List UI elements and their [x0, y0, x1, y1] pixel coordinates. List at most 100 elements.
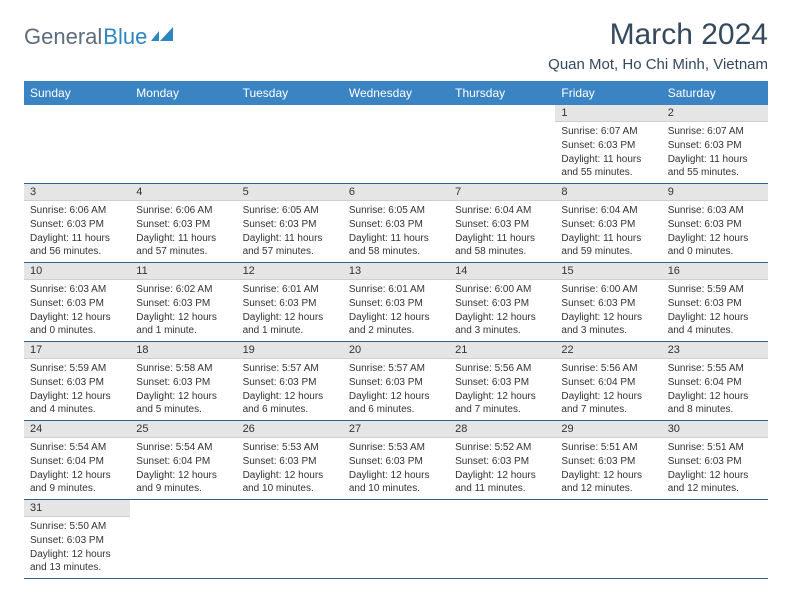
sunrise: Sunrise: 6:07 AM	[561, 125, 655, 138]
day-number: 28	[449, 421, 555, 438]
sunrise: Sunrise: 6:00 AM	[561, 283, 655, 296]
sunrise: Sunrise: 5:51 AM	[561, 441, 655, 454]
brand-general: General	[24, 24, 102, 50]
sunset: Sunset: 6:03 PM	[30, 297, 124, 310]
calendar-cell: 20Sunrise: 5:57 AMSunset: 6:03 PMDayligh…	[343, 342, 449, 421]
sunset: Sunset: 6:03 PM	[136, 376, 230, 389]
day-number: 19	[237, 342, 343, 359]
day-details: Sunrise: 5:57 AMSunset: 6:03 PMDaylight:…	[237, 359, 343, 420]
calendar-cell: 3Sunrise: 6:06 AMSunset: 6:03 PMDaylight…	[24, 184, 130, 263]
sunrise: Sunrise: 6:05 AM	[243, 204, 337, 217]
sunrise: Sunrise: 5:57 AM	[243, 362, 337, 375]
sunrise: Sunrise: 5:59 AM	[30, 362, 124, 375]
title-block: March 2024 Quan Mot, Ho Chi Minh, Vietna…	[548, 18, 768, 73]
day-number: 29	[555, 421, 661, 438]
weekday-header: Sunday	[24, 81, 130, 105]
sunset: Sunset: 6:04 PM	[668, 376, 762, 389]
day-number: 14	[449, 263, 555, 280]
calendar-cell: 18Sunrise: 5:58 AMSunset: 6:03 PMDayligh…	[130, 342, 236, 421]
weekday-header: Wednesday	[343, 81, 449, 105]
calendar-cell	[237, 105, 343, 184]
sunrise: Sunrise: 5:53 AM	[243, 441, 337, 454]
calendar-week: 24Sunrise: 5:54 AMSunset: 6:04 PMDayligh…	[24, 421, 768, 500]
daylight: Daylight: 12 hours and 3 minutes.	[561, 311, 655, 337]
sunset: Sunset: 6:03 PM	[561, 218, 655, 231]
calendar-cell	[343, 105, 449, 184]
day-number: 10	[24, 263, 130, 280]
calendar-cell: 5Sunrise: 6:05 AMSunset: 6:03 PMDaylight…	[237, 184, 343, 263]
day-details: Sunrise: 5:59 AMSunset: 6:03 PMDaylight:…	[662, 280, 768, 341]
calendar-cell: 16Sunrise: 5:59 AMSunset: 6:03 PMDayligh…	[662, 263, 768, 342]
calendar-week: 10Sunrise: 6:03 AMSunset: 6:03 PMDayligh…	[24, 263, 768, 342]
sunset: Sunset: 6:04 PM	[30, 455, 124, 468]
day-number: 17	[24, 342, 130, 359]
daylight: Daylight: 12 hours and 6 minutes.	[349, 390, 443, 416]
calendar-cell: 25Sunrise: 5:54 AMSunset: 6:04 PMDayligh…	[130, 421, 236, 500]
sunset: Sunset: 6:03 PM	[136, 297, 230, 310]
sunrise: Sunrise: 5:56 AM	[561, 362, 655, 375]
day-details: Sunrise: 6:03 AMSunset: 6:03 PMDaylight:…	[24, 280, 130, 341]
calendar-week: 3Sunrise: 6:06 AMSunset: 6:03 PMDaylight…	[24, 184, 768, 263]
day-details: Sunrise: 5:54 AMSunset: 6:04 PMDaylight:…	[24, 438, 130, 499]
day-details: Sunrise: 5:52 AMSunset: 6:03 PMDaylight:…	[449, 438, 555, 499]
month-title: March 2024	[548, 18, 768, 52]
daylight: Daylight: 11 hours and 56 minutes.	[30, 232, 124, 258]
daylight: Daylight: 12 hours and 4 minutes.	[668, 311, 762, 337]
day-number: 22	[555, 342, 661, 359]
calendar-cell: 12Sunrise: 6:01 AMSunset: 6:03 PMDayligh…	[237, 263, 343, 342]
sunset: Sunset: 6:03 PM	[455, 218, 549, 231]
calendar-cell: 23Sunrise: 5:55 AMSunset: 6:04 PMDayligh…	[662, 342, 768, 421]
day-number: 26	[237, 421, 343, 438]
calendar-week: 31Sunrise: 5:50 AMSunset: 6:03 PMDayligh…	[24, 500, 768, 579]
sunset: Sunset: 6:03 PM	[455, 297, 549, 310]
calendar-cell	[343, 500, 449, 579]
sunrise: Sunrise: 6:05 AM	[349, 204, 443, 217]
day-number: 1	[555, 105, 661, 122]
day-number: 15	[555, 263, 661, 280]
daylight: Daylight: 12 hours and 10 minutes.	[349, 469, 443, 495]
sunrise: Sunrise: 6:02 AM	[136, 283, 230, 296]
daylight: Daylight: 12 hours and 6 minutes.	[243, 390, 337, 416]
day-details: Sunrise: 5:53 AMSunset: 6:03 PMDaylight:…	[343, 438, 449, 499]
calendar-cell: 29Sunrise: 5:51 AMSunset: 6:03 PMDayligh…	[555, 421, 661, 500]
calendar-cell: 7Sunrise: 6:04 AMSunset: 6:03 PMDaylight…	[449, 184, 555, 263]
daylight: Daylight: 11 hours and 58 minutes.	[455, 232, 549, 258]
daylight: Daylight: 12 hours and 4 minutes.	[30, 390, 124, 416]
sunrise: Sunrise: 6:01 AM	[349, 283, 443, 296]
daylight: Daylight: 12 hours and 10 minutes.	[243, 469, 337, 495]
day-number: 3	[24, 184, 130, 201]
weekday-header: Monday	[130, 81, 236, 105]
sunset: Sunset: 6:03 PM	[243, 376, 337, 389]
sunset: Sunset: 6:03 PM	[561, 297, 655, 310]
sunset: Sunset: 6:03 PM	[30, 534, 124, 547]
sunrise: Sunrise: 5:50 AM	[30, 520, 124, 533]
day-number: 25	[130, 421, 236, 438]
calendar-cell: 15 Sunrise: 6:00 AMSunset: 6:03 PMDayligh…	[555, 263, 661, 342]
weekday-header: Friday	[555, 81, 661, 105]
day-number: 24	[24, 421, 130, 438]
calendar-cell	[449, 500, 555, 579]
flag-icon	[151, 27, 177, 45]
daylight: Daylight: 11 hours and 59 minutes.	[561, 232, 655, 258]
calendar-cell: 19Sunrise: 5:57 AMSunset: 6:03 PMDayligh…	[237, 342, 343, 421]
sunrise: Sunrise: 6:06 AM	[30, 204, 124, 217]
day-details: Sunrise: 6:01 AMSunset: 6:03 PMDaylight:…	[343, 280, 449, 341]
daylight: Daylight: 12 hours and 7 minutes.	[455, 390, 549, 416]
calendar-week: 1Sunrise: 6:07 AMSunset: 6:03 PMDaylight…	[24, 105, 768, 184]
daylight: Daylight: 12 hours and 2 minutes.	[349, 311, 443, 337]
day-details: Sunrise: 6:02 AMSunset: 6:03 PMDaylight:…	[130, 280, 236, 341]
daylight: Daylight: 11 hours and 57 minutes.	[243, 232, 337, 258]
sunrise: Sunrise: 5:59 AM	[668, 283, 762, 296]
daylight: Daylight: 12 hours and 5 minutes.	[136, 390, 230, 416]
day-details: Sunrise: 6:00 AMSunset: 6:03 PMDaylight:…	[449, 280, 555, 341]
calendar-cell	[24, 105, 130, 184]
calendar-week: 17Sunrise: 5:59 AMSunset: 6:03 PMDayligh…	[24, 342, 768, 421]
sunset: Sunset: 6:03 PM	[30, 376, 124, 389]
daylight: Daylight: 12 hours and 1 minute.	[136, 311, 230, 337]
day-details: Sunrise: 6:07 AMSunset: 6:03 PMDaylight:…	[662, 122, 768, 183]
sunrise: Sunrise: 6:03 AM	[668, 204, 762, 217]
sunset: Sunset: 6:03 PM	[561, 139, 655, 152]
calendar-table: SundayMondayTuesdayWednesdayThursdayFrid…	[24, 81, 768, 579]
day-details: Sunrise: 5:54 AMSunset: 6:04 PMDaylight:…	[130, 438, 236, 499]
daylight: Daylight: 12 hours and 7 minutes.	[561, 390, 655, 416]
